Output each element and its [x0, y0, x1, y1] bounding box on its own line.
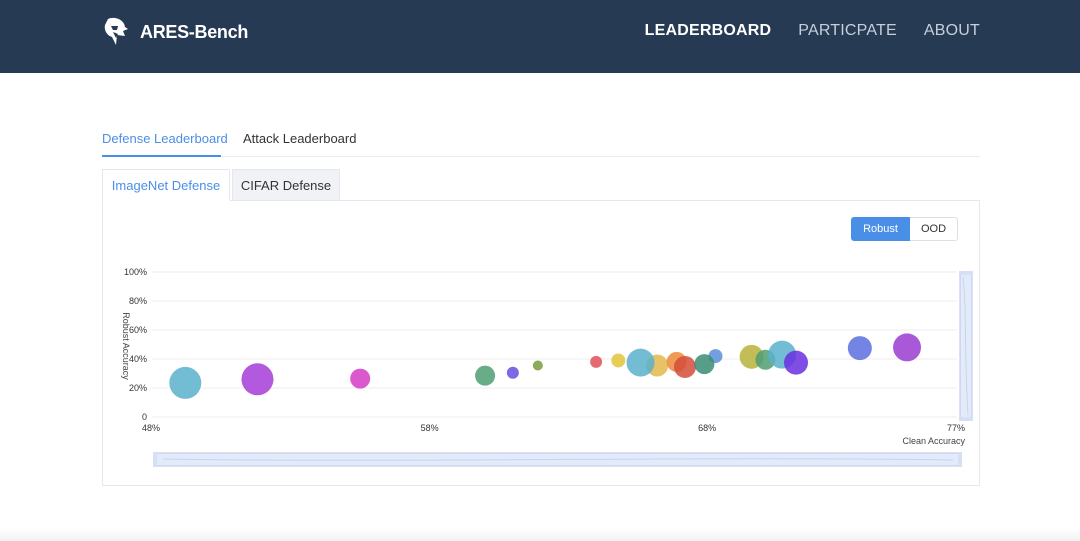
y-axis-label: Robust Accuracy — [121, 312, 131, 380]
data-point[interactable] — [694, 354, 715, 375]
scatter-chart: 0 20% 40% 60% 80% 100% 48% 58% 68% 77% Robust Ac… — [121, 267, 973, 467]
y-slider-handle-bottom[interactable] — [959, 417, 973, 421]
y-tick-label: 100% — [124, 267, 147, 277]
tab-cifar-defense[interactable]: CIFAR Defense — [232, 169, 340, 201]
data-point[interactable] — [673, 355, 696, 378]
y-axis-ticks: 0 20% 40% 60% 80% 100% — [124, 267, 147, 422]
y-tick-label: 0 — [142, 412, 147, 422]
nav-participate[interactable]: PARTICPATE — [798, 22, 897, 39]
data-point[interactable] — [784, 350, 808, 375]
nav-leaderboard[interactable]: LEADERBOARD — [644, 22, 772, 39]
x-tick-label: 58% — [421, 423, 439, 433]
top-navbar: ARES-Bench LEADERBOARD PARTICPATE ABOUT — [0, 0, 1080, 73]
data-point[interactable] — [893, 333, 922, 362]
ood-toggle-button[interactable]: OOD — [910, 217, 958, 241]
x-tick-label: 77% — [947, 423, 965, 433]
y-tick-label: 40% — [129, 354, 147, 364]
x-tick-label: 48% — [142, 423, 160, 433]
y-tick-label: 80% — [129, 296, 147, 306]
x-axis-ticks: 48% 58% 68% 77% — [142, 423, 965, 433]
data-point[interactable] — [169, 366, 202, 399]
tab-imagenet-defense[interactable]: ImageNet Defense — [102, 169, 230, 201]
data-point[interactable] — [241, 363, 274, 396]
data-point[interactable] — [475, 365, 496, 386]
robust-toggle-button[interactable]: Robust — [851, 217, 910, 241]
main-nav: LEADERBOARD PARTICPATE ABOUT — [618, 22, 980, 40]
y-tick-label: 20% — [129, 383, 147, 393]
chart-panel: Robust OOD 0 20% 40% 60% 80% 100% 48% 58% 68% 77… — [102, 200, 980, 486]
y-zoom-slider[interactable] — [959, 271, 973, 421]
x-slider-handle-left[interactable] — [153, 452, 157, 467]
spartan-helmet-icon — [104, 17, 128, 45]
data-point[interactable] — [506, 366, 519, 379]
y-slider-handle-top[interactable] — [959, 271, 973, 275]
data-point[interactable] — [611, 353, 626, 368]
data-points — [169, 333, 922, 399]
leaderboard-tabs: Defense Leaderboard Attack Leaderboard — [102, 124, 980, 157]
footer-edge — [0, 528, 1080, 541]
tab-defense-leaderboard[interactable]: Defense Leaderboard — [102, 131, 228, 146]
active-tab-indicator — [102, 155, 221, 157]
data-point[interactable] — [626, 348, 655, 377]
x-slider-handle-right[interactable] — [958, 452, 962, 467]
brand-name: ARES-Bench — [140, 21, 249, 42]
data-point[interactable] — [590, 355, 603, 368]
data-point[interactable] — [847, 336, 872, 361]
x-zoom-slider[interactable] — [153, 452, 962, 467]
tab-attack-leaderboard[interactable]: Attack Leaderboard — [243, 131, 357, 146]
y-tick-label: 60% — [129, 325, 147, 335]
data-point[interactable] — [350, 368, 371, 389]
chart-gridlines — [152, 271, 957, 418]
brand[interactable]: ARES-Bench — [102, 16, 248, 48]
x-tick-label: 68% — [698, 423, 716, 433]
metric-toggle: Robust OOD — [851, 217, 958, 241]
x-axis-label: Clean Accuracy — [902, 436, 965, 446]
data-point[interactable] — [532, 360, 543, 371]
nav-about[interactable]: ABOUT — [923, 22, 980, 39]
